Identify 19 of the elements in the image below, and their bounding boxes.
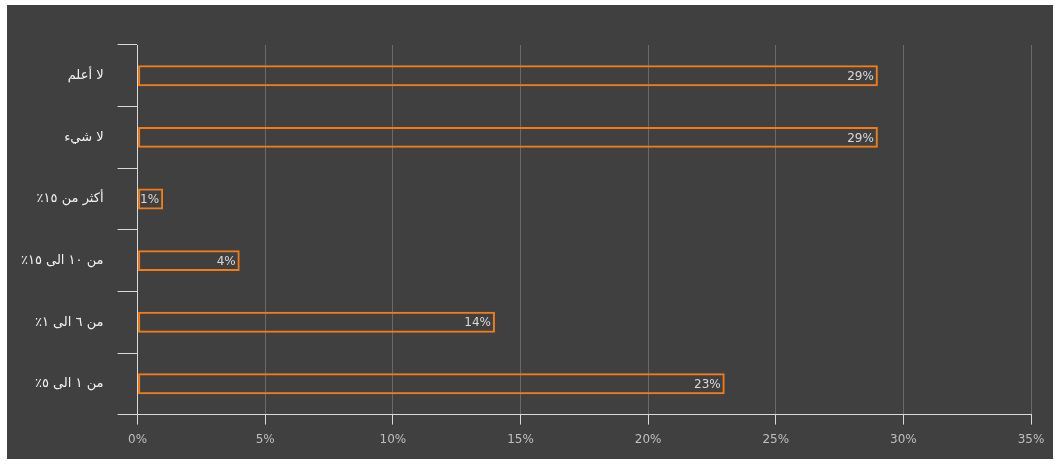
x-tick-label: 30% bbox=[890, 431, 917, 446]
x-tick-label: 5% bbox=[255, 431, 275, 446]
y-tick-label: أكثر من ١٥٪ bbox=[36, 189, 104, 207]
y-tick-label: لا شيء bbox=[64, 128, 104, 144]
data-label: 29% bbox=[847, 130, 874, 145]
x-tick-label: 10% bbox=[379, 431, 407, 446]
data-label: 4% bbox=[216, 253, 236, 268]
x-tick-label: 25% bbox=[762, 431, 790, 446]
y-tick-label: من ١ الى ٥٪ bbox=[34, 375, 104, 392]
data-label: 23% bbox=[694, 376, 721, 391]
x-tick-label: 15% bbox=[507, 431, 534, 446]
y-tick-label: من ٦ الى ١٪ bbox=[34, 313, 104, 330]
data-label: 14% bbox=[464, 315, 491, 330]
x-tick-label: 0% bbox=[128, 431, 148, 446]
y-tick-label: من ١٠ الى ١٥٪ bbox=[20, 251, 104, 268]
data-label: 29% bbox=[847, 68, 874, 83]
x-tick-label: 35% bbox=[1017, 431, 1045, 446]
y-tick-label: لا أعلم bbox=[67, 66, 104, 84]
x-tick-label: 20% bbox=[634, 431, 662, 446]
